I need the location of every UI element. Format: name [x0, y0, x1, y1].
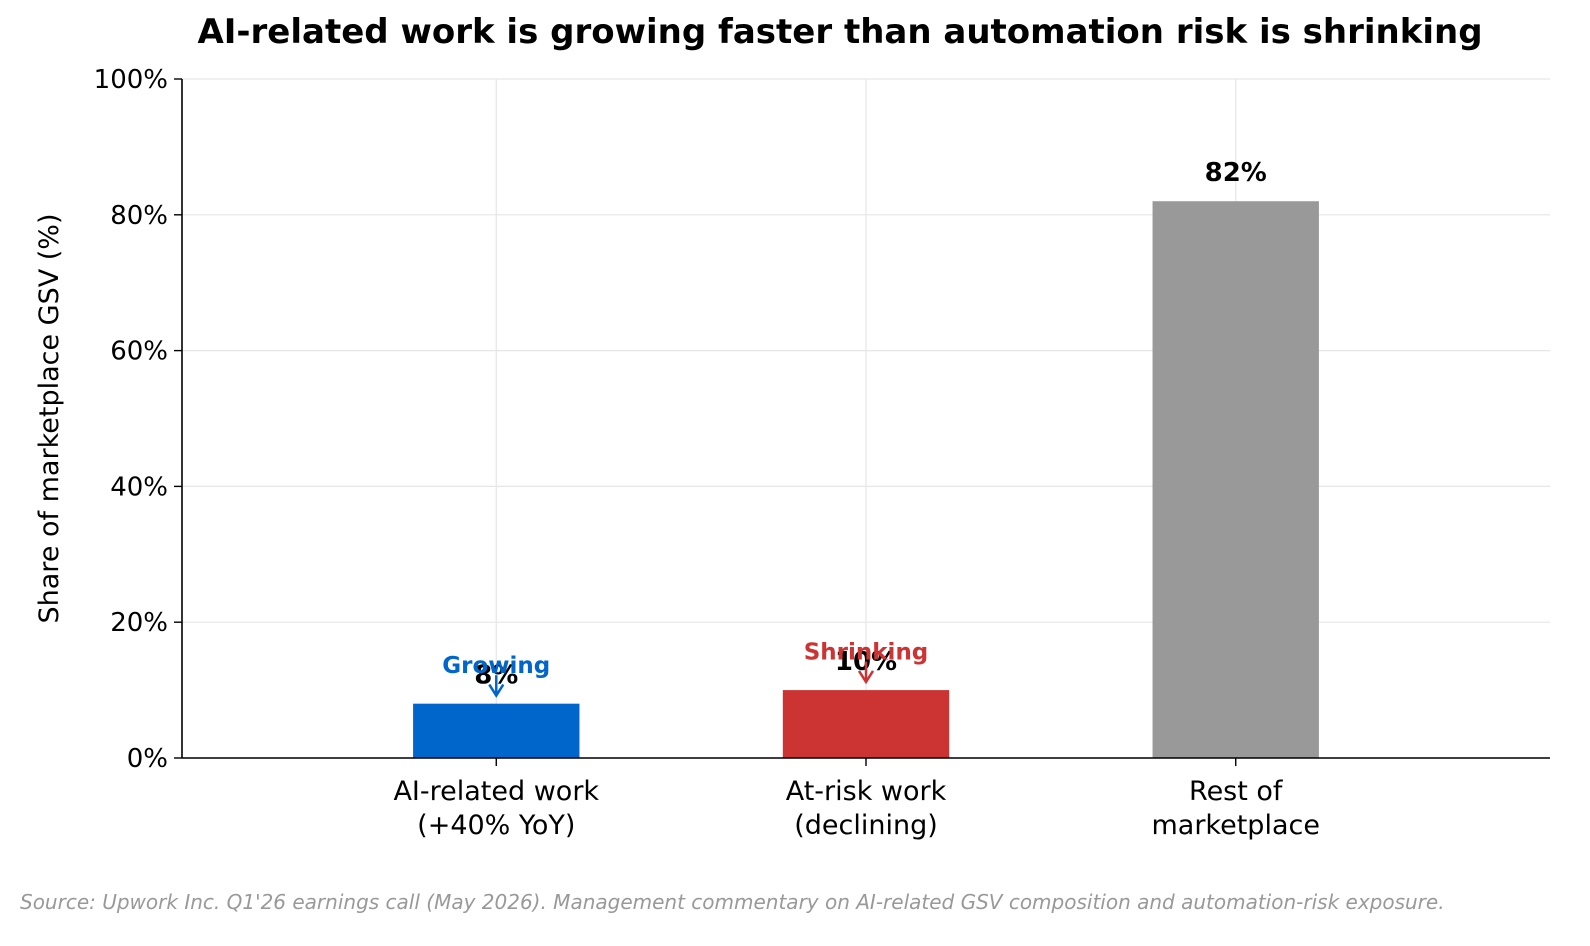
bars — [413, 201, 1319, 759]
x-tick-label: marketplace — [1151, 810, 1319, 841]
axes — [174, 78, 1550, 766]
x-tick-label: (+40% YoY) — [417, 810, 575, 841]
source-note: Source: Upwork Inc. Q1'26 earnings call … — [20, 890, 1445, 914]
bar — [1152, 201, 1319, 759]
y-tick-label: 40% — [110, 472, 168, 502]
labels: 0% 20% 40% 60% 80% 100% AI-related work(+40% Y… — [34, 65, 1320, 841]
y-tick-label: 20% — [110, 608, 168, 638]
annotation-arrow-head — [857, 670, 875, 685]
x-tick-label: AI-related work — [393, 776, 599, 807]
data-label: 82% — [1205, 158, 1267, 188]
x-tick-label: At-risk work — [786, 776, 947, 807]
bar — [782, 690, 950, 758]
y-tick-label: 60% — [110, 337, 168, 367]
annotation-label: Shrinking — [804, 640, 929, 666]
annotation-arrow-head — [488, 683, 505, 698]
x-tick-label: Rest of — [1189, 776, 1284, 807]
x-tick-label: (declining) — [794, 810, 938, 841]
y-tick-label: 100% — [94, 65, 168, 95]
annotation-label: Growing — [442, 653, 550, 679]
y-axis-label: Share of marketplace GSV (%) — [34, 214, 65, 624]
chart-title: AI-related work is growing faster than a… — [197, 12, 1483, 52]
bar — [413, 703, 580, 758]
y-tick-label: 0% — [127, 744, 168, 774]
y-tick-label: 80% — [110, 201, 168, 231]
